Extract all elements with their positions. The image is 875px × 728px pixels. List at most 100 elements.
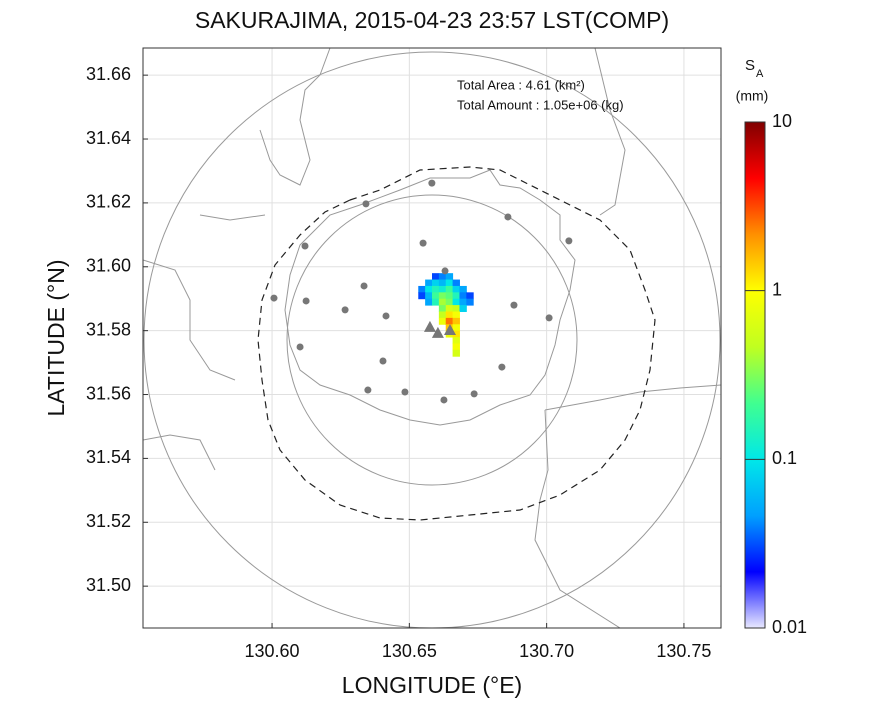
y-tick-label: 31.64 bbox=[86, 128, 131, 148]
ash-cell bbox=[425, 292, 433, 300]
ash-cell bbox=[432, 292, 440, 300]
y-tick-label: 31.54 bbox=[86, 447, 131, 467]
x-tick-label: 130.65 bbox=[382, 641, 437, 661]
station bbox=[362, 200, 370, 208]
station bbox=[270, 294, 278, 302]
ash-cells bbox=[418, 273, 474, 357]
ash-cell bbox=[438, 279, 447, 287]
ash-cell bbox=[452, 279, 460, 287]
colorbar-tick-label: 0.01 bbox=[772, 617, 807, 637]
station bbox=[364, 386, 372, 394]
range-ring bbox=[143, 51, 721, 628]
range-ring bbox=[286, 194, 578, 486]
y-tick-label: 31.60 bbox=[86, 256, 131, 276]
y-tick-label: 31.58 bbox=[86, 319, 131, 339]
ash-cell bbox=[459, 292, 467, 300]
ash-cell bbox=[438, 292, 447, 300]
ash-cell bbox=[438, 285, 447, 293]
ash-cell bbox=[445, 317, 454, 325]
ash-cell bbox=[445, 285, 454, 293]
ash-cell bbox=[459, 298, 467, 306]
station bbox=[302, 297, 310, 305]
x-tick-label: 130.70 bbox=[519, 641, 574, 661]
map-layer bbox=[143, 48, 721, 628]
ash-cell bbox=[459, 285, 467, 293]
ash-cell bbox=[452, 349, 460, 357]
station bbox=[440, 396, 448, 404]
ash-cell bbox=[438, 273, 447, 281]
ash-cell bbox=[418, 285, 426, 293]
ash-cell bbox=[438, 298, 447, 306]
ash-cell bbox=[452, 324, 460, 332]
annotation: Total Amount : 1.05e+06 (kg) bbox=[457, 97, 624, 112]
ash-cell bbox=[425, 285, 433, 293]
station bbox=[441, 267, 449, 275]
ash-cell bbox=[445, 292, 454, 300]
annotation: Total Area : 4.61 (km²) bbox=[457, 77, 585, 92]
grid bbox=[143, 48, 721, 628]
x-tick-label: 130.60 bbox=[245, 641, 300, 661]
coastline bbox=[284, 169, 576, 426]
ash-cell bbox=[452, 292, 460, 300]
station bbox=[545, 314, 553, 322]
x-axis-label: LONGITUDE (°E) bbox=[342, 672, 522, 698]
y-tick-label: 31.52 bbox=[86, 511, 131, 531]
station bbox=[301, 242, 309, 250]
chart-title: SAKURAJIMA, 2015-04-23 23:57 LST(COMP) bbox=[195, 7, 669, 33]
ash-cell bbox=[432, 279, 440, 287]
ash-cell bbox=[432, 298, 440, 306]
station bbox=[510, 301, 518, 309]
ash-cell bbox=[438, 311, 447, 319]
ash-cell bbox=[425, 298, 433, 306]
ash-cell bbox=[438, 305, 447, 312]
coastline bbox=[143, 48, 721, 628]
colorbar-tick-label: 1 bbox=[772, 279, 782, 299]
ash-cell bbox=[425, 279, 433, 287]
station bbox=[419, 239, 427, 247]
vent bbox=[443, 324, 456, 336]
y-axis-label: LATITUDE (°N) bbox=[43, 260, 69, 417]
ash-cell bbox=[452, 317, 460, 325]
y-tick-label: 31.50 bbox=[86, 575, 131, 595]
stations bbox=[270, 179, 573, 404]
ash-cell bbox=[445, 298, 454, 306]
ash-cell bbox=[445, 311, 454, 319]
station bbox=[379, 357, 387, 365]
colorbar-label-sub: A bbox=[756, 68, 764, 80]
station bbox=[498, 363, 506, 371]
y-tick-label: 31.56 bbox=[86, 383, 131, 403]
ash-cell bbox=[438, 317, 447, 325]
ash-cell bbox=[452, 343, 460, 351]
ash-cell bbox=[432, 273, 440, 281]
ash-cell bbox=[459, 305, 467, 312]
ash-cell bbox=[452, 311, 460, 319]
ash-cell bbox=[466, 298, 474, 306]
plot-frame bbox=[142, 47, 722, 629]
ash-cell bbox=[452, 285, 460, 293]
station bbox=[341, 306, 349, 314]
station bbox=[428, 179, 436, 187]
station bbox=[565, 237, 573, 245]
ash-cell bbox=[452, 298, 460, 306]
station bbox=[360, 282, 368, 290]
ash-cell bbox=[418, 292, 426, 300]
y-tick-label: 31.62 bbox=[86, 192, 131, 212]
ash-cell bbox=[452, 305, 460, 312]
vent bbox=[431, 326, 444, 338]
colorbar bbox=[744, 121, 766, 629]
station bbox=[470, 390, 478, 398]
y-tick-label: 31.66 bbox=[86, 64, 131, 84]
ash-cell bbox=[432, 285, 440, 293]
colorbar-tick-label: 10 bbox=[772, 111, 792, 131]
colorbar-tick-label: 0.1 bbox=[772, 448, 797, 468]
ash-cell bbox=[466, 292, 474, 300]
x-tick-label: 130.75 bbox=[656, 641, 711, 661]
station bbox=[382, 312, 390, 320]
colorbar-unit: (mm) bbox=[736, 88, 769, 104]
station bbox=[504, 213, 512, 221]
ash-cell bbox=[445, 305, 454, 312]
station bbox=[401, 388, 409, 396]
ash-cell bbox=[445, 279, 454, 287]
ash-cell bbox=[452, 337, 460, 344]
